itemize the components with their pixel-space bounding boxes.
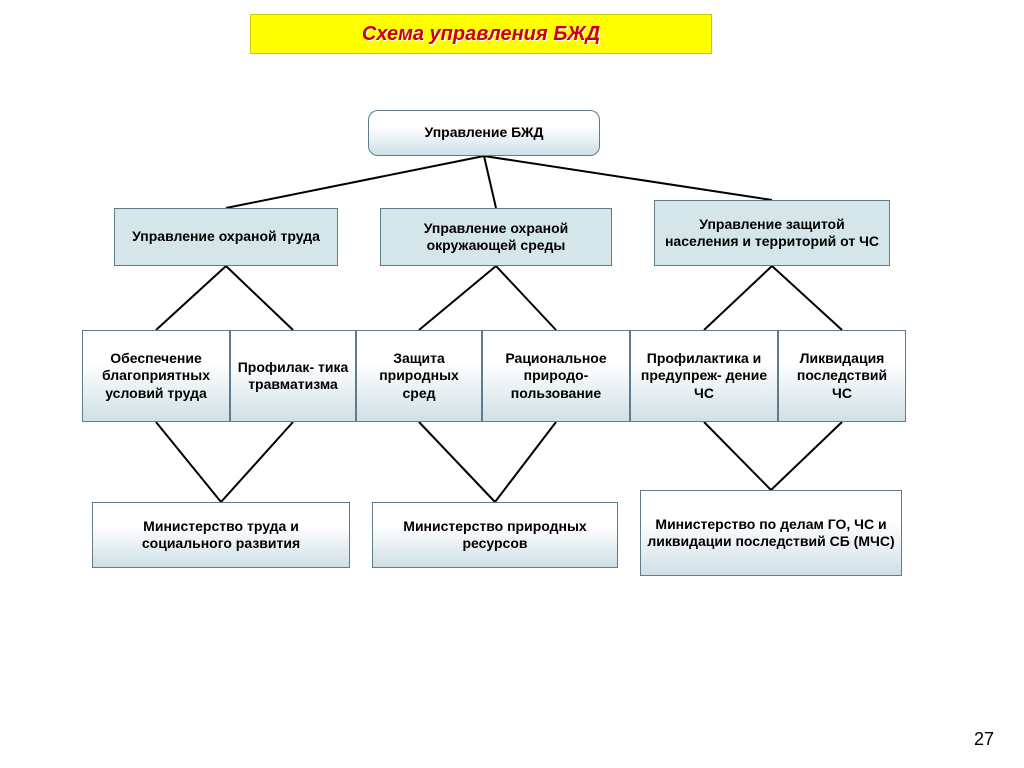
node-c5-label: Профилактика и предупреж- дение ЧС [637,350,771,403]
node-b2: Управление охраной окружающей среды [380,208,612,266]
node-root-label: Управление БЖД [425,124,544,142]
node-c4: Рациональное природо- пользование [482,330,630,422]
title-banner: Схема управления БЖД [250,14,712,54]
node-b2-label: Управление охраной окружающей среды [387,220,605,255]
node-d3-label: Министерство по делам ГО, ЧС и ликвидаци… [647,516,895,551]
node-d2: Министерство природных ресурсов [372,502,618,568]
node-c3-label: Защита природных сред [363,350,475,403]
node-d1-label: Министерство труда и социального развити… [99,518,343,553]
node-c5: Профилактика и предупреж- дение ЧС [630,330,778,422]
node-c1-label: Обеспечение благоприятных условий труда [89,350,223,403]
node-b1-label: Управление охраной труда [132,228,320,246]
node-c2-label: Профилак- тика травматизма [237,359,349,394]
node-c6: Ликвидация последствий ЧС [778,330,906,422]
node-root: Управление БЖД [368,110,600,156]
node-c6-label: Ликвидация последствий ЧС [785,350,899,403]
node-d3: Министерство по делам ГО, ЧС и ликвидаци… [640,490,902,576]
node-c1: Обеспечение благоприятных условий труда [82,330,230,422]
title-text: Схема управления БЖД [362,23,600,46]
node-d1: Министерство труда и социального развити… [92,502,350,568]
node-b1: Управление охраной труда [114,208,338,266]
node-c4-label: Рациональное природо- пользование [489,350,623,403]
node-c3: Защита природных сред [356,330,482,422]
page-number: 27 [974,729,994,750]
node-b3-label: Управление защитой населения и территори… [661,216,883,251]
node-c2: Профилак- тика травматизма [230,330,356,422]
node-d2-label: Министерство природных ресурсов [379,518,611,553]
node-b3: Управление защитой населения и территори… [654,200,890,266]
